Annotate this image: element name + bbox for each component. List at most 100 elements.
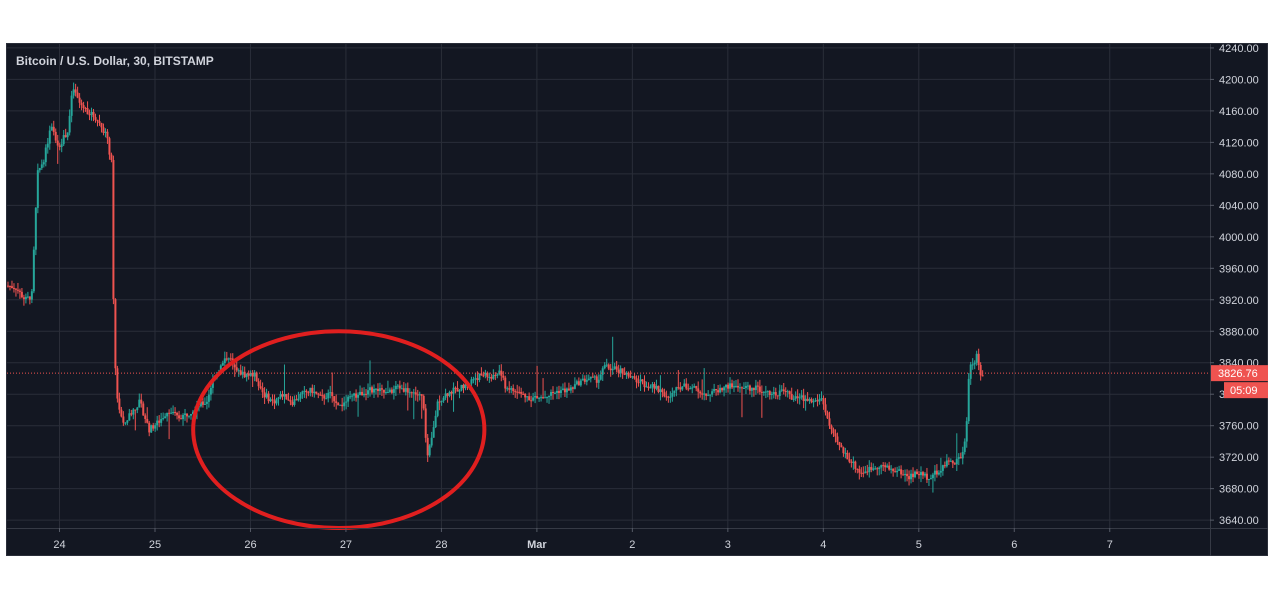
candle-body: [912, 473, 915, 478]
candle-body: [86, 108, 89, 115]
candle-body: [116, 368, 119, 399]
candle-body: [180, 418, 183, 420]
candle: [205, 395, 208, 410]
candle-body: [723, 387, 726, 391]
candle-body: [830, 425, 833, 430]
candle-body: [307, 392, 310, 394]
candle-body: [396, 385, 399, 387]
time-axis[interactable]: 24 25 26 27 28 Mar 2 3 4 5 6 7: [7, 528, 1268, 551]
candle: [365, 389, 368, 401]
candle: [780, 385, 783, 393]
candle: [639, 374, 642, 391]
price-axis[interactable]: 4240.00 4200.00 4160.00 4120.00 4080.00 4040.…: [1210, 43, 1268, 556]
candle-body: [10, 286, 13, 288]
candle-body: [184, 413, 187, 415]
candle-body: [693, 386, 696, 388]
candle: [544, 390, 547, 399]
candle-body: [104, 131, 107, 133]
candle: [939, 457, 942, 478]
candle: [649, 384, 652, 389]
candle: [251, 370, 254, 388]
candle-body: [532, 397, 535, 401]
candle: [394, 380, 397, 396]
candle-body: [370, 387, 373, 393]
candle-body: [96, 119, 99, 122]
candle: [896, 466, 899, 477]
candle: [597, 374, 600, 390]
candle: [50, 123, 53, 131]
candle-body: [452, 387, 455, 394]
candle-body: [838, 442, 841, 446]
candle-body: [281, 394, 284, 397]
candle-body: [508, 388, 511, 390]
candle-body: [209, 387, 212, 395]
candle-body: [579, 380, 582, 386]
candle-body: [289, 400, 292, 402]
candle: [172, 405, 175, 415]
candle: [691, 384, 694, 394]
candle: [136, 406, 139, 414]
candle-body: [935, 470, 938, 475]
candle-body: [412, 392, 415, 394]
candle-body: [917, 474, 920, 476]
candle: [124, 422, 127, 426]
candle-body: [852, 461, 855, 463]
candle: [957, 453, 960, 466]
candle-body: [740, 387, 743, 389]
candle: [890, 465, 893, 474]
candle: [772, 386, 775, 399]
candle: [713, 383, 716, 394]
candle-body: [625, 372, 628, 375]
candle: [92, 108, 95, 122]
candle: [158, 415, 161, 428]
candle-body: [687, 388, 690, 390]
candle-body: [788, 391, 791, 394]
candle: [363, 387, 366, 398]
candle: [239, 364, 242, 376]
candle: [146, 407, 149, 424]
candle: [474, 372, 477, 385]
candle: [94, 113, 97, 123]
candle-body: [432, 427, 435, 438]
candle: [504, 375, 507, 393]
candle-body: [703, 393, 706, 395]
candle: [609, 363, 612, 377]
candle: [291, 396, 294, 407]
candle: [601, 366, 604, 381]
candle-body: [229, 358, 232, 360]
candle-body: [291, 401, 294, 405]
candle: [456, 381, 459, 392]
price-tick-label: 4080.00: [1219, 169, 1259, 181]
candle: [935, 464, 938, 478]
time-tick-label: 3: [725, 539, 731, 551]
candle: [538, 396, 541, 402]
candle-body: [24, 296, 27, 300]
time-tick-label: 5: [916, 539, 922, 551]
candle: [470, 376, 473, 387]
candle: [404, 383, 407, 396]
candle-body: [335, 401, 338, 404]
candle-body: [884, 465, 887, 468]
candle: [400, 384, 403, 390]
candle: [170, 407, 173, 415]
candle: [902, 469, 905, 476]
candle-body: [384, 392, 387, 394]
candle: [828, 411, 831, 429]
candle: [727, 382, 730, 393]
candle: [685, 378, 688, 391]
candle-body: [146, 418, 149, 423]
candle-body: [323, 395, 326, 399]
candle-body: [492, 374, 495, 379]
time-tick-label: 28: [435, 539, 447, 551]
candle: [372, 384, 375, 398]
candle-body: [488, 376, 491, 378]
candle-body: [840, 445, 843, 448]
price-tick-label: 3960.00: [1219, 263, 1259, 275]
candle: [370, 385, 373, 395]
candle: [482, 371, 485, 378]
candle-body: [343, 402, 346, 407]
candle-body: [824, 404, 827, 413]
candle: [593, 374, 596, 380]
candle-body: [132, 409, 135, 415]
